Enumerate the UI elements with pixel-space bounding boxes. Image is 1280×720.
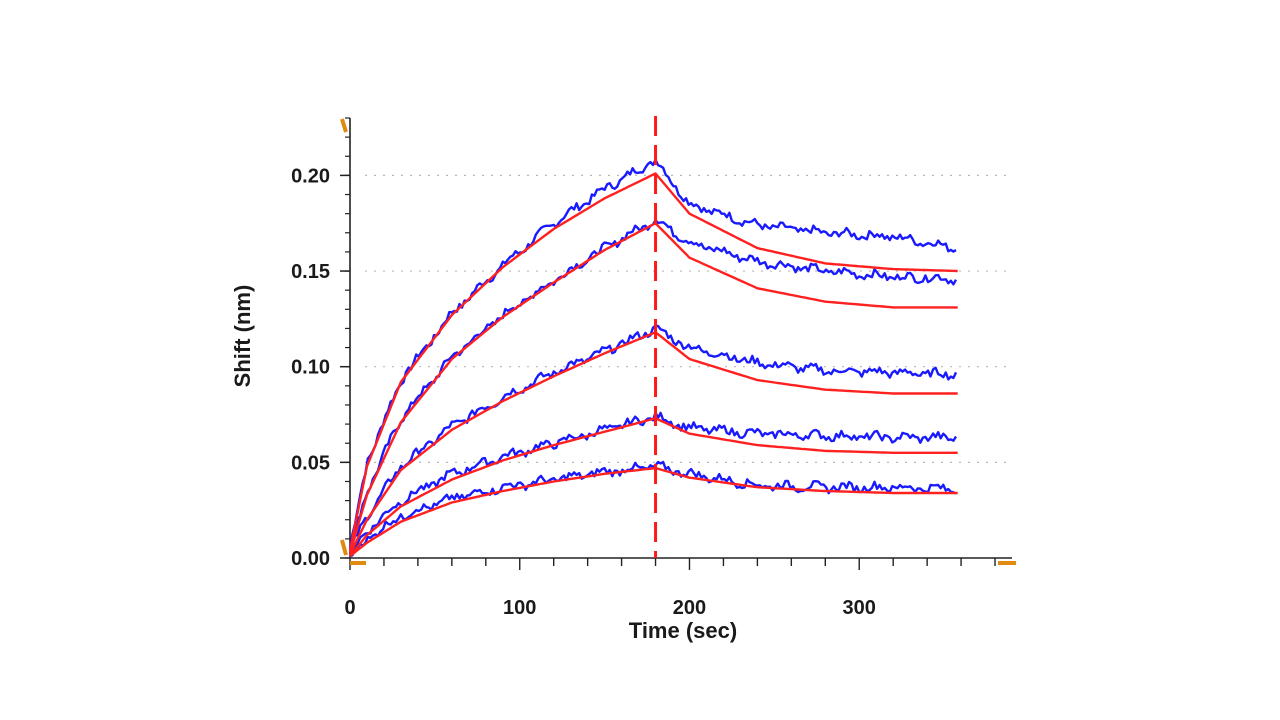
fit-curve	[348, 222, 958, 553]
y-axis-label: Shift (nm)	[230, 285, 255, 388]
measured-curve	[348, 219, 958, 555]
y-tick-label: 0.15	[291, 261, 330, 283]
y-tick-label: 0.20	[291, 165, 330, 187]
fit-curve	[348, 331, 958, 555]
axes	[349, 118, 1012, 559]
measured-curve	[348, 158, 957, 549]
fit-curve	[349, 417, 958, 557]
range-handle[interactable]	[340, 118, 348, 133]
measured-curve	[348, 324, 958, 552]
y-tick-label: 0.00	[291, 548, 330, 570]
x-tick-label: 0	[344, 597, 355, 619]
measured-curve	[349, 460, 957, 558]
y-tick-label: 0.10	[291, 357, 330, 379]
x-tick-label: 100	[503, 597, 536, 619]
x-axis-ticks: 0 100 200 300	[344, 558, 996, 619]
fit-curve	[348, 172, 958, 551]
fit-curve	[349, 466, 958, 558]
y-tick-label: 0.05	[291, 452, 330, 474]
series-lines	[348, 158, 958, 558]
axis-range-handles[interactable]	[340, 118, 1016, 565]
x-axis-label: Time (sec)	[629, 618, 737, 643]
range-handle[interactable]	[340, 539, 348, 556]
x-tick-label: 300	[843, 597, 876, 619]
y-axis-ticks: 0.00 0.05 0.10 0.15 0.20	[291, 117, 350, 570]
measured-curve	[349, 411, 958, 554]
x-tick-label: 200	[673, 597, 706, 619]
grid-lines	[365, 174, 1012, 463]
